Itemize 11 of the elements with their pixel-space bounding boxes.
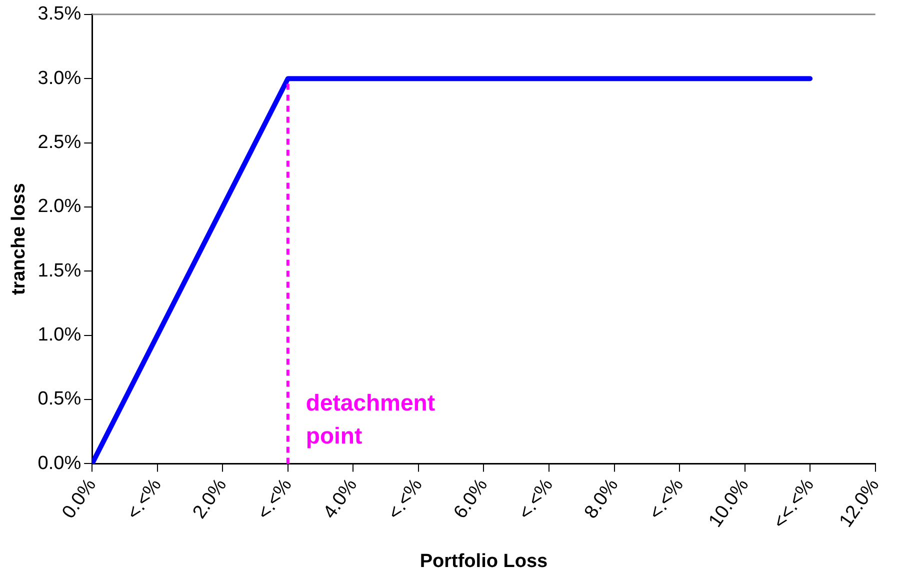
- y-tick-label: 2.0%: [38, 196, 82, 218]
- y-tick-label: 2.5%: [38, 132, 82, 154]
- y-tick-label: 0.5%: [38, 388, 82, 410]
- x-axis-title: Portfolio Loss: [420, 550, 548, 572]
- ref-line-label: detachment point: [306, 390, 436, 449]
- y-tick-label: 1.5%: [38, 260, 82, 282]
- y-tick-label: 0.0%: [38, 452, 82, 474]
- y-axis-title: tranche loss: [8, 183, 30, 296]
- y-tick-label: 3.5%: [38, 4, 82, 25]
- y-tick-label: 3.0%: [38, 68, 82, 89]
- y-tick-label: 1.0%: [38, 324, 82, 346]
